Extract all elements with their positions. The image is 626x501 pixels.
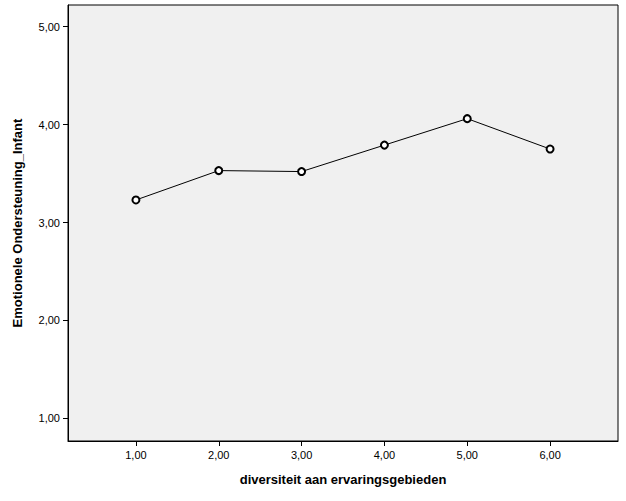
svg-text:5,00: 5,00 <box>457 449 478 461</box>
svg-text:1,00: 1,00 <box>125 449 146 461</box>
svg-text:5,00: 5,00 <box>39 21 60 33</box>
svg-text:6,00: 6,00 <box>539 449 560 461</box>
svg-text:3,00: 3,00 <box>291 449 312 461</box>
svg-text:Emotionele Ondersteuning_Infan: Emotionele Ondersteuning_Infant <box>10 118 25 327</box>
svg-text:diversiteit aan ervaringsgebie: diversiteit aan ervaringsgebieden <box>240 472 447 487</box>
svg-text:4,00: 4,00 <box>374 449 395 461</box>
svg-text:2,00: 2,00 <box>39 314 60 326</box>
svg-text:2,00: 2,00 <box>208 449 229 461</box>
svg-text:3,00: 3,00 <box>39 217 60 229</box>
svg-text:4,00: 4,00 <box>39 119 60 131</box>
svg-text:1,00: 1,00 <box>39 412 60 424</box>
